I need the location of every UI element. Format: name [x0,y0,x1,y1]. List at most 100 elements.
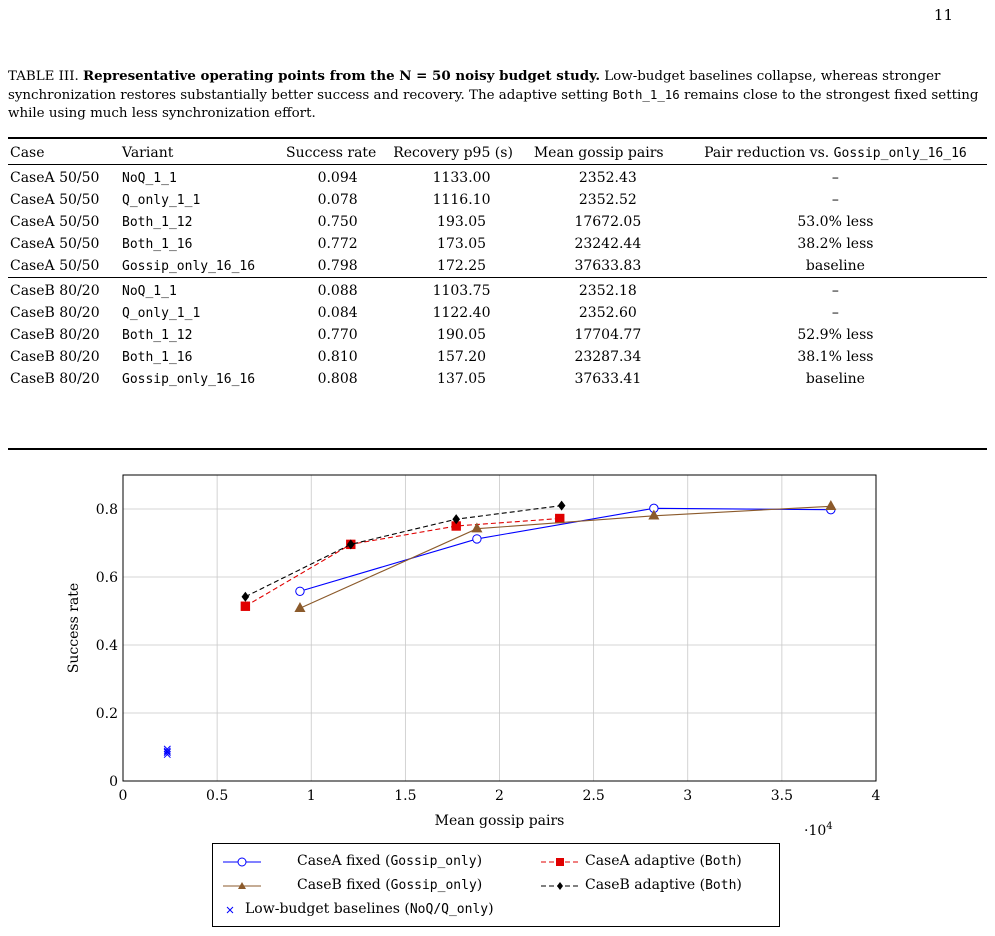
variant-name: Q_only_1_1 [122,193,201,208]
y-tick-label: 0.4 [96,638,118,654]
x-tick-label: 3.5 [771,788,793,804]
table-row: CaseB 80/20 Both_1_12 0.770 190.05 17704.77 5… [8,324,987,346]
data-point [555,513,565,524]
caption-mono-name: Both_1_16 [612,87,680,102]
variant-name: Both_1_16 [122,237,193,252]
success-cell: 0.078 [317,192,358,208]
pairs-cell: 2352.60 [578,305,637,321]
data-point [163,745,171,753]
variant-cell: Gossip_only_16_16 [120,368,284,390]
recovery-cell: 190.05 [437,327,487,343]
x-tick-label: 0 [119,788,128,804]
case-cell: CaseA 50/50 [10,258,100,274]
legend-swatch [541,882,579,890]
variant-cell: Q_only_1_1 [120,189,284,211]
pairs-cell: 23242.44 [574,236,642,252]
data-point [163,750,171,759]
recovery-cell: 1103.75 [391,277,532,302]
header-case: Case [10,145,45,161]
variant-name: Gossip_only_16_16 [122,372,256,387]
y-axis-label: Success rate [66,583,82,673]
legend-swatch [223,882,261,889]
case-cell: CaseB 80/20 [10,305,100,321]
legend-label: Low-budget baselines (NoQ/Q_only) [245,901,494,917]
legend-label-part: Gossip_only [390,878,477,893]
page-number: 11 [933,6,953,24]
pairs-cell: 2352.18 [531,277,684,302]
legend-label-part: ) [736,853,742,869]
header-variant: Variant [122,145,174,161]
variant-cell: Q_only_1_1 [120,302,284,324]
case-cell: CaseB 80/20 [8,277,120,302]
success-cell: 0.772 [317,236,358,252]
legend-swatch [226,906,234,914]
x-tick-label: 1 [307,788,316,804]
header-reduction-prefix: Pair reduction vs. [704,145,830,161]
legend-label-part: NoQ/Q_only [409,902,489,917]
variant-cell: NoQ_1_1 [120,164,284,189]
legend-label-part: ) [736,877,742,893]
data-point [471,522,483,533]
table-row: CaseB 80/20 NoQ_1_1 0.088 1103.75 2352.18– [8,277,987,302]
data-point [472,534,482,544]
variant-name: Gossip_only_16_16 [122,259,256,274]
legend-label: CaseB adaptive (Both) [585,877,742,893]
variant-cell: Both_1_16 [120,233,284,255]
success-cell: 0.750 [317,214,358,230]
case-cell: CaseB 80/20 [10,371,100,387]
reduction-cell: 53.0% less [797,214,874,230]
recovery-cell: 1133.00 [391,164,532,189]
variant-cell: Both_1_16 [120,346,284,368]
table-row: CaseA 50/50 Both_1_16 0.772 173.05 23242.44 3… [8,233,987,255]
caption-label: TABLE III. [8,69,79,84]
series-line [299,505,831,609]
recovery-cell: 1116.10 [432,192,491,208]
table-row: CaseB 80/20 Q_only_1_1 0.084 1122.40 2352.60… [8,302,987,324]
pairs-cell: 23287.34 [574,349,642,365]
legend-label-part: Gossip_only [390,854,477,869]
legend-label-part: Both [704,854,737,869]
caption-text-a: Low-budget baselines collapse, whereas s… [8,69,941,103]
case-cell: CaseA 50/50 [10,214,100,230]
table-bottom-rule [8,448,987,450]
pairs-cell: 2352.52 [578,192,637,208]
data-point [557,500,566,511]
success-cell: 0.808 [317,371,358,387]
table-row: CaseA 50/50 Gossip_only_16_16 0.798 172.25 3… [8,255,987,278]
pairs-cell: 17704.77 [574,327,642,343]
legend-label: CaseA adaptive (Both) [585,853,742,869]
case-cell: CaseB 80/20 [10,327,100,343]
y-tick-label: 0.8 [96,502,118,518]
data-point [240,601,251,611]
success-cell: 0.088 [284,277,392,302]
success-cell: 0.770 [317,327,358,343]
variant-name: Q_only_1_1 [122,306,201,321]
legend-label-part: CaseB adaptive ( [585,877,706,893]
case-cell: CaseB 80/20 [10,349,100,365]
legend-label-part: CaseB fixed ( [297,877,391,893]
plot-frame [122,474,877,782]
recovery-cell: 157.20 [437,349,487,365]
caption-title: Representative operating points from the… [83,68,601,84]
series-line [299,507,831,592]
y-tick-label: 0.2 [96,706,118,722]
data-point [294,602,306,612]
variant-name: Both_1_16 [122,350,193,365]
pairs-cell: 2352.43 [531,164,684,189]
data-point [346,539,355,550]
table-row: CaseB 80/20 Gossip_only_16_16 0.808 137.05 3… [8,368,987,390]
recovery-cell: 173.05 [437,236,487,252]
header-success: Success rate [286,145,377,161]
table-row: CaseA 50/50 Both_1_12 0.750 193.05 17672.05 5… [8,211,987,233]
variant-name: NoQ_1_1 [122,284,177,299]
success-cell: 0.084 [317,305,358,321]
legend-label-part: ) [476,853,483,869]
x-tick-label: 0.5 [206,788,228,804]
data-point [295,586,305,596]
pairs-cell: 17672.05 [574,214,642,230]
x-multiplier-label: ·104 [804,821,833,839]
table-row: CaseA 50/50 Q_only_1_1 0.078 1116.10 2352.52… [8,189,987,211]
series-line [245,517,560,607]
success-cell: 0.798 [317,258,358,274]
header-reduction-ref: Gossip_only_16_16 [833,146,967,161]
